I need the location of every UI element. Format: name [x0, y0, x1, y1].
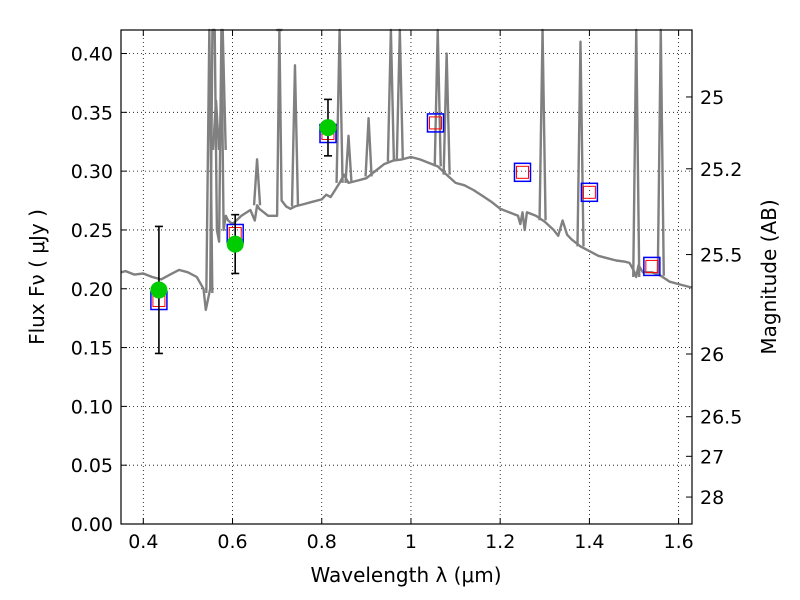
- model-photometry-inner: [428, 116, 442, 130]
- model-photometry-inner: [645, 259, 659, 273]
- model-photometry-inner: [515, 165, 529, 179]
- x-tick-label: 0.6: [217, 531, 247, 553]
- y2-tick-label: 28: [700, 487, 724, 509]
- y2-tick-label: 27: [700, 446, 724, 468]
- y2-tick-label: 25: [700, 87, 724, 109]
- emission-line: [364, 117, 373, 177]
- y-tick-label: 0.10: [71, 396, 113, 418]
- x-axis-label: Wavelength λ (μm): [310, 563, 501, 587]
- y-tick-label: 0.15: [71, 338, 113, 360]
- observed-point: [150, 281, 168, 299]
- emission-line: [344, 134, 353, 183]
- model-photometry-box: [513, 162, 532, 183]
- y-tick-label: 0.35: [71, 102, 113, 124]
- y-tick-label: 0.40: [71, 44, 113, 66]
- y2-tick-label: 25.5: [700, 245, 742, 267]
- x-tick-label: 1.2: [485, 531, 515, 553]
- emission-line: [442, 52, 451, 175]
- emission-line: [211, 99, 221, 151]
- y-axis-label: Flux Fν ( μJy ): [25, 209, 49, 345]
- model-photometry-box: [643, 256, 661, 277]
- x-tick-label: 0.8: [307, 531, 337, 553]
- y2-axis-label: Magnitude (AB): [757, 199, 781, 354]
- emission-line: [576, 40, 585, 247]
- observed-point: [226, 235, 244, 253]
- emission-line: [252, 158, 262, 206]
- y2-tick-label: 26.5: [700, 407, 742, 429]
- model-photometry-box: [580, 182, 599, 203]
- y-tick-label: 0.30: [71, 161, 113, 183]
- observed-photometry-group: [150, 98, 337, 355]
- model-photometry-box: [426, 113, 445, 133]
- x-tick-label: 1.6: [664, 531, 694, 553]
- axis-ticks: 0.4 0.6 0.8 1 1.2 1.4 1.6 0.00 0.05 0.10 0.15 0.20 0…: [71, 30, 742, 553]
- x-tick-label: 0.4: [128, 531, 158, 553]
- y-tick-label: 0.25: [71, 220, 113, 242]
- emission-line: [290, 64, 300, 207]
- y-tick-label: 0.20: [71, 279, 113, 301]
- plot-frame: [120, 29, 693, 525]
- observed-point: [319, 119, 337, 137]
- model-photometry-inner: [582, 185, 596, 199]
- y-tick-label: 0.00: [71, 514, 113, 536]
- x-tick-label: 1: [405, 531, 417, 553]
- x-tick-label: 1.4: [574, 531, 604, 553]
- y2-tick-label: 26: [700, 344, 724, 366]
- y-tick-label: 0.05: [71, 455, 113, 477]
- y2-tick-label: 25.2: [700, 159, 742, 181]
